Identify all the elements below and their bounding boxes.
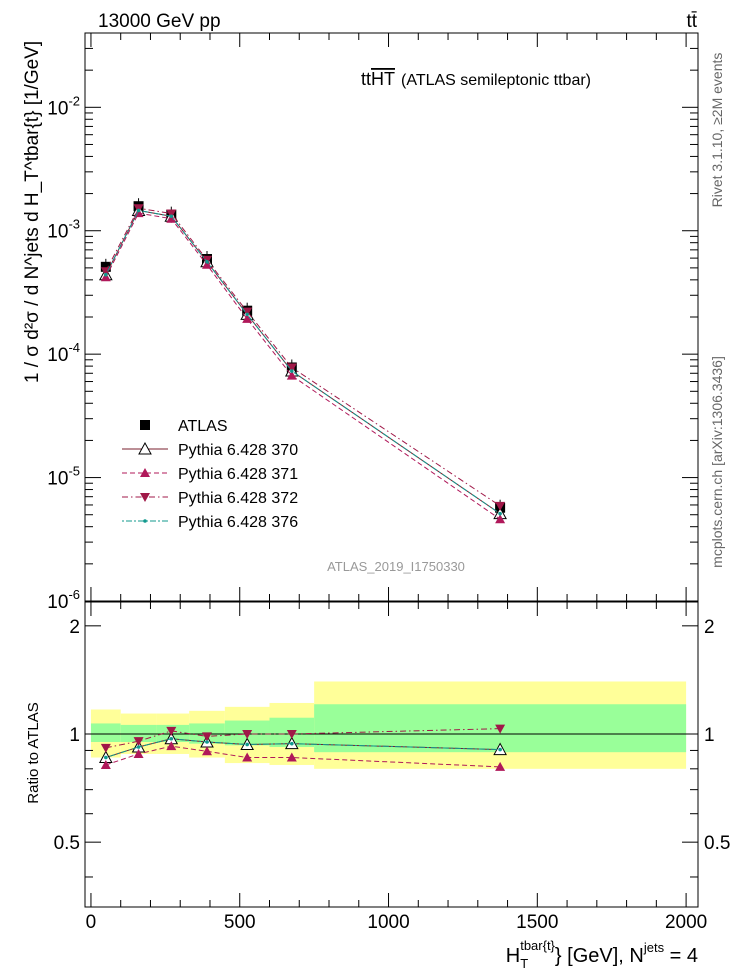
plot-title-overline: HT <box>371 69 395 89</box>
main-series-1-line <box>105 209 501 515</box>
ratio-uncertainty-bands <box>90 681 687 769</box>
ratio-ytick-label-left-1: 1 <box>69 725 80 746</box>
legend-label-2: Pythia 6.428 371 <box>178 466 298 483</box>
main-series-4-point-2 <box>169 214 174 219</box>
ratio-series-1-point-5 <box>286 752 297 762</box>
ratio-series-3-point-4 <box>245 742 249 747</box>
x-axis-label: HTtbar{t}} [GeV], Njets = 4 <box>506 938 698 971</box>
ratio-series-1-point-1 <box>133 748 144 758</box>
main-series-2-point-4 <box>242 313 253 323</box>
ratio-series-3-point-3 <box>205 740 209 744</box>
x-label-sup: tbar{t} <box>520 938 555 953</box>
ratio-series-2-point-6 <box>495 724 506 734</box>
main-series-3-point-4 <box>242 307 253 317</box>
ratio-series-1-point-2 <box>166 741 177 751</box>
main-series-4-point-1 <box>136 208 141 213</box>
main-series-4-point-5 <box>290 369 294 373</box>
main-y-axis-label: 1 / σ d²σ / d N^jets d H_T^tbar{t} [1/Ge… <box>22 41 43 383</box>
legend-marker-2 <box>140 468 150 477</box>
main-series-3-point-2 <box>166 209 177 219</box>
ratio-series-1-point-0 <box>100 759 111 769</box>
main-ytick-label-3: 10-5 <box>47 464 80 490</box>
ratio-series-2-point-0 <box>100 743 111 753</box>
main-plot-frame <box>84 32 699 602</box>
legend-marker-0 <box>140 420 150 430</box>
xtick-label-1: 500 <box>224 912 256 933</box>
x-label-main: H <box>506 945 520 967</box>
ratio-series-2-point-5 <box>286 729 297 739</box>
legend-label-3: Pythia 6.428 372 <box>178 490 298 507</box>
legend-label-4: Pythia 6.428 376 <box>178 514 298 531</box>
main-series-4-line <box>105 209 501 515</box>
x-label-sup2: jets <box>643 940 665 955</box>
main-series-4-point-4 <box>245 312 249 317</box>
ratio-series-3-point-0 <box>104 755 108 760</box>
ratio-series-3-point-2 <box>169 736 174 741</box>
main-series-3-point-5 <box>286 363 297 373</box>
main-series-4-point-0 <box>104 272 108 277</box>
main-y-axis: 10-2 10-3 10-4 10-5 10-6 <box>47 32 698 613</box>
main-series-2-point-5 <box>286 370 297 380</box>
ratio-y-axis: 0.5 0.5 1 1 2 2 <box>54 617 730 878</box>
xtick-label-0: 0 <box>86 912 97 933</box>
rivet-label: Rivet 3.1.10, ≥2M events <box>709 53 725 208</box>
x-label-end: = 4 <box>664 945 698 967</box>
xtick-label-2: 1000 <box>367 912 409 933</box>
legend-marker-1 <box>138 441 152 455</box>
ratio-inner-band-0 <box>90 723 121 742</box>
analysis-watermark: ATLAS_2019_I1750330 <box>327 559 465 574</box>
legend: ATLAS Pythia 6.428 370 Pythia 6.428 371 Pyt… <box>122 418 298 531</box>
ratio-series-2-point-1 <box>133 737 144 747</box>
ratio-y-axis-label: Ratio to ATLAS <box>25 702 42 803</box>
ratio-series-2-point-2 <box>166 726 177 736</box>
ratio-plot-frame <box>84 601 699 908</box>
ratio-ytick-label-right-0: 0.5 <box>704 833 730 854</box>
main-plot-series <box>98 198 507 524</box>
legend-marker-4 <box>143 519 147 523</box>
ratio-series-1-point-4 <box>242 752 253 762</box>
ratio-ytick-label-right-2: 2 <box>704 617 715 638</box>
ratio-series-1-point-6 <box>495 761 506 771</box>
legend-label-0: ATLAS <box>178 418 228 435</box>
main-ytick-label-0: 10-2 <box>47 93 80 119</box>
x-axis: 0 500 1000 1500 2000 <box>86 33 707 933</box>
main-series-2-point-6 <box>495 514 506 524</box>
ratio-inner-band-1 <box>120 724 157 742</box>
main-ytick-label-4: 10-6 <box>47 587 80 613</box>
legend-marker-3 <box>140 493 150 502</box>
ratio-series-3-point-5 <box>290 741 294 746</box>
main-series-3-point-6 <box>495 501 506 511</box>
ratio-plot-series <box>98 724 507 771</box>
main-ytick-label-2: 10-4 <box>47 340 80 366</box>
x-label-mid: } [GeV], N <box>555 945 644 967</box>
process-label: tt̄ <box>686 11 697 32</box>
main-series-4-point-6 <box>498 511 502 516</box>
ratio-inner-band-2 <box>156 724 190 742</box>
x-label-sub: T <box>520 956 528 971</box>
ratio-series-3-point-6 <box>498 747 502 752</box>
energy-label: 13000 GeV pp <box>98 11 221 32</box>
mcplots-label: mcplots.cern.ch [arXiv:1306.3436] <box>709 356 725 568</box>
ratio-series-3-point-1 <box>136 745 141 749</box>
legend-label-1: Pythia 6.428 370 <box>178 442 298 459</box>
main-series-4-point-3 <box>205 260 209 264</box>
main-series-0-point-0 <box>100 261 111 272</box>
plot-subtitle: (ATLAS semileptonic ttbar) <box>401 72 591 89</box>
ratio-ytick-label-left-2: 2 <box>69 617 80 638</box>
ratio-series-2-point-4 <box>242 729 253 739</box>
plot-title-prefix: tt <box>361 69 371 89</box>
main-ytick-label-1: 10-3 <box>47 217 80 243</box>
xtick-label-3: 1500 <box>516 912 558 933</box>
main-series-3-line <box>105 207 501 507</box>
ratio-series-1-point-3 <box>202 746 213 756</box>
ratio-ytick-label-right-1: 1 <box>704 725 715 746</box>
main-series-2-point-0 <box>100 272 111 282</box>
plot-title: ttHT <box>361 69 395 89</box>
xtick-label-4: 2000 <box>665 912 707 933</box>
ratio-ytick-label-left-0: 0.5 <box>54 833 80 854</box>
ratio-series-2-point-3 <box>202 732 213 742</box>
